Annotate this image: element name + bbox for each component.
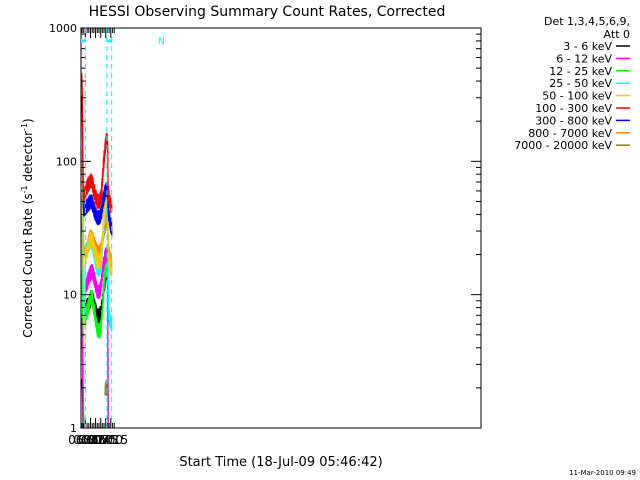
legend-entry-label: 7000 - 20000 keV <box>514 139 612 152</box>
y-axis-label-main: Corrected Count Rate (s <box>21 193 35 337</box>
legend-entry-label: 300 - 800 keV <box>535 114 612 127</box>
x-tick-label: 07:15 <box>94 433 129 447</box>
night-marker: N <box>158 37 165 47</box>
x-tick-label: 06:15 <box>73 433 108 447</box>
legend-entry-label: 6 - 12 keV <box>556 52 612 65</box>
y-axis-label-sup2: -1 <box>20 123 29 131</box>
legend-header-2: Att 0 <box>604 28 630 41</box>
x-axis-label: Start Time (18-Jul-09 05:46:42) <box>179 455 382 470</box>
y-tick-label: 1000 <box>49 22 77 35</box>
legend-entry-label: 12 - 25 keV <box>549 65 612 78</box>
y-tick-label: 1 <box>70 422 77 435</box>
series-line-5 <box>81 73 113 214</box>
legend-entry-label: 100 - 300 keV <box>535 102 612 115</box>
legend-entry-label: 800 - 7000 keV <box>528 127 612 140</box>
legend-entry-label: 3 - 6 keV <box>563 40 612 53</box>
y-axis-label-sup1: -1 <box>20 185 29 193</box>
y-tick-label: 10 <box>63 289 77 302</box>
legend-entry-label: 25 - 50 keV <box>549 77 612 90</box>
y-axis-label-mid: detector <box>21 131 35 186</box>
x-tick-label: 06:00 <box>68 433 103 447</box>
y-axis-label: Corrected Count Rate (s-1 detector-1) <box>20 118 35 337</box>
y-tick-label: 100 <box>56 155 77 168</box>
series-line-6 <box>81 95 113 237</box>
y-axis-label-end: ) <box>21 118 35 123</box>
x-tick-label: 06:45 <box>83 433 118 447</box>
legend-entry-label: 50 - 100 keV <box>542 90 612 103</box>
x-tick-label: 06:30 <box>78 433 113 447</box>
legend-header-1: Det 1,3,4,5,6,9, <box>544 15 630 28</box>
plot-frame <box>80 27 482 429</box>
footer-date: 11-Mar-2010 09:49 <box>569 469 636 477</box>
chart-title: HESSI Observing Summary Count Rates, Cor… <box>89 4 446 20</box>
x-tick-label: 07:00 <box>88 433 123 447</box>
